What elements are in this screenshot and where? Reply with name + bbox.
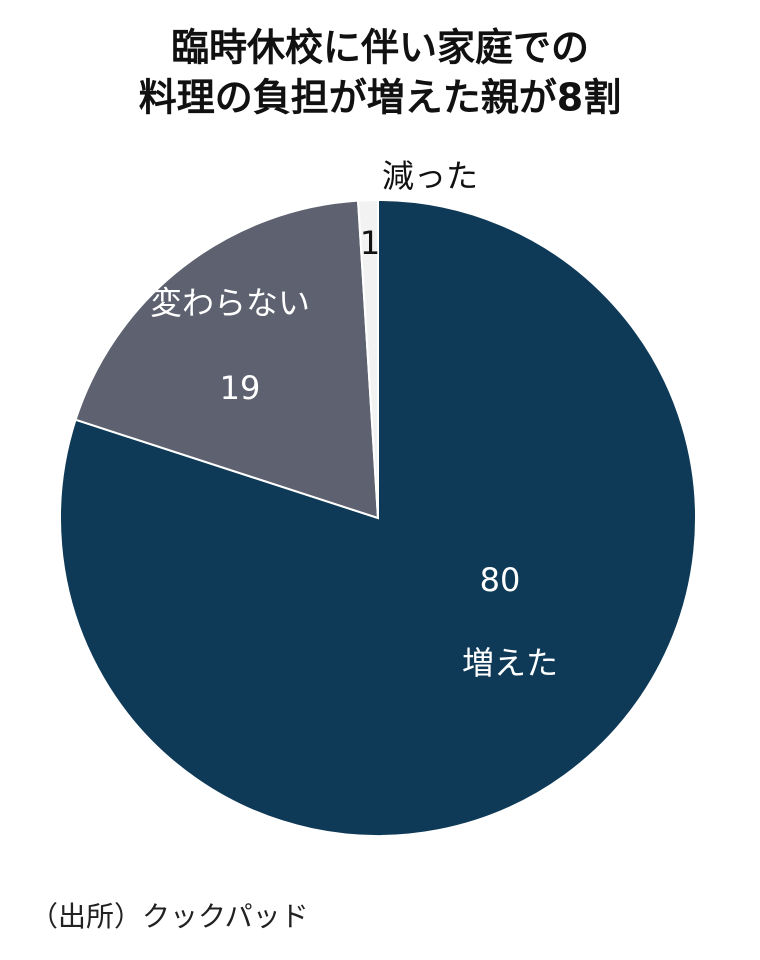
- source: （出所）クックパッド: [30, 900, 309, 933]
- value-label: 80: [480, 561, 521, 599]
- pie-slice: [74, 199, 380, 520]
- value-label: 19: [220, 369, 261, 407]
- category-label: 減った: [382, 157, 478, 195]
- chart-title: 料理の負担が増えた親が8割: [139, 76, 621, 120]
- category-label: 増えた: [462, 644, 558, 682]
- category-label: 変わらない: [150, 284, 310, 322]
- value-label: 1: [360, 224, 380, 262]
- pie-slice: [356, 198, 379, 519]
- chart-title: 臨時休校に伴い家庭での: [171, 26, 589, 70]
